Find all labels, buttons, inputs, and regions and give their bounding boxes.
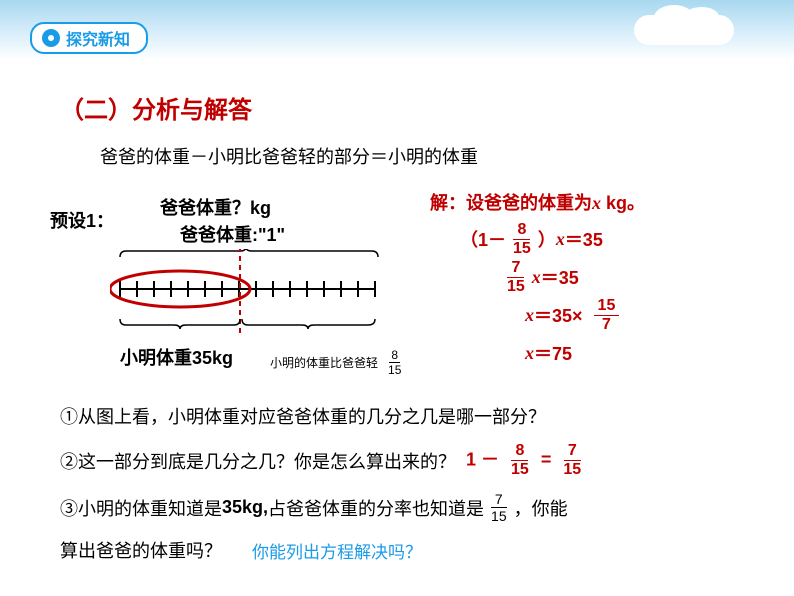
bar-diagram-svg <box>110 249 410 339</box>
eq-line3: 715 x ＝35 <box>500 259 645 295</box>
solution-equations: 解：设爸爸的体重为x kg。 （1－ 815 ） x ＝35 715 x ＝35… <box>430 189 645 373</box>
q2-answer: 1 － 815 = 715 <box>466 443 588 478</box>
questions-block: ①从图上看，小明体重对应爸爸体重的几分之几是哪一部分？ ②这一部分到底是几分之几… <box>60 403 744 563</box>
annot-text: 小明的体重比爸爸轻 <box>270 354 378 371</box>
diagram-bottom-label: 小明体重35kg <box>120 344 233 370</box>
section-badge: 探究新知 <box>30 22 148 54</box>
eq-line2: （1－ 815 ） x ＝35 <box>460 221 645 257</box>
content-area: （二）分析与解答 爸爸的体重－小明比爸爸轻的部分＝小明的体重 预设1： 爸爸体重… <box>0 90 794 563</box>
eq-line4: x ＝35× 157 <box>525 297 645 333</box>
preset-label: 预设1： <box>50 207 114 233</box>
hint-text: 你能列出方程解决吗？ <box>252 538 422 563</box>
eq-line5: x ＝75 <box>525 335 645 371</box>
question-2: ②这一部分到底是几分之几？你是怎么算出来的？ 1 － 815 = 715 <box>60 443 744 478</box>
question-1: ①从图上看，小明体重对应爸爸体重的几分之几是哪一部分？ <box>60 403 744 429</box>
question-3-line2: 算出爸爸的体重吗？ 你能列出方程解决吗？ <box>60 537 744 563</box>
badge-icon <box>42 29 60 47</box>
section-title: （二）分析与解答 <box>60 90 744 125</box>
annot-fraction: 8 15 <box>384 349 405 376</box>
badge-text: 探究新知 <box>66 26 130 50</box>
eq-intro: 解：设爸爸的体重为x kg。 <box>430 189 645 215</box>
cloud-decor <box>634 15 734 45</box>
diagram-annotation: 小明的体重比爸爸轻 8 15 <box>270 349 408 376</box>
diagram-section: 预设1： 爸爸体重？kg 爸爸体重:"1" 小明体重35kg 小明的体重比爸爸轻… <box>60 189 744 389</box>
header-banner: 探究新知 <box>0 0 794 60</box>
diagram-label-top1: 爸爸体重？kg <box>160 194 271 220</box>
diagram-label-top2: 爸爸体重:"1" <box>180 221 285 247</box>
relation-equation: 爸爸的体重－小明比爸爸轻的部分＝小明的体重 <box>100 143 744 169</box>
question-3-line1: ③小明的体重知道是 35kg, 占爸爸体重的分率也知道是 715 ，你能 <box>60 492 744 523</box>
